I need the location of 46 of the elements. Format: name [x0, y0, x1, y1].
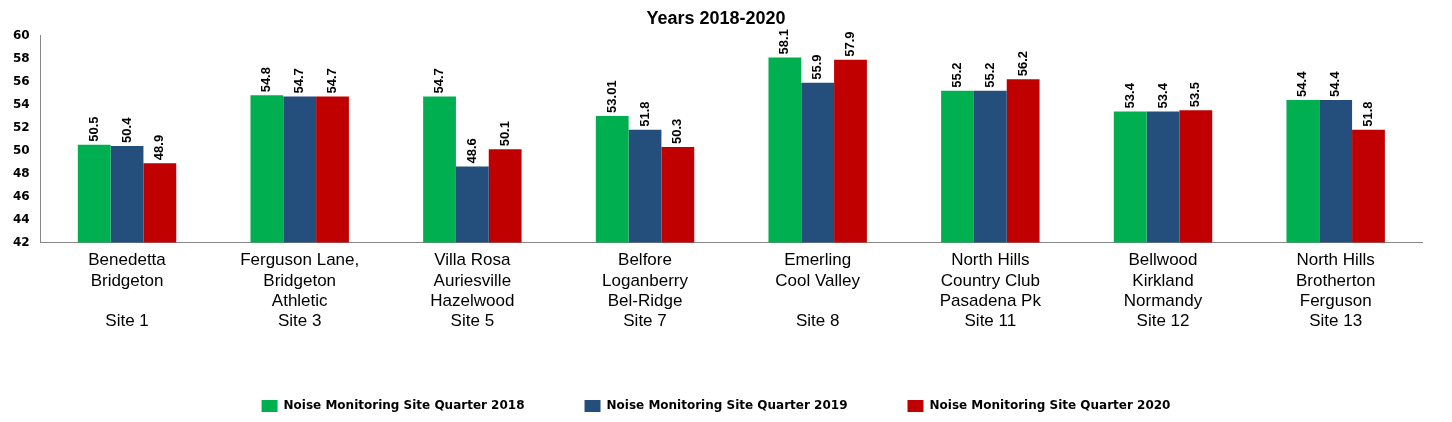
y-tick-label: 52: [13, 119, 30, 134]
data-label: 51.8: [636, 101, 652, 127]
data-label: 51.8: [1360, 101, 1376, 127]
y-tick-label: 46: [13, 188, 30, 203]
x-tick-label: North Hills Country Club Pasadena Pk Site 11: [939, 250, 1042, 331]
y-tick-label: 60: [13, 27, 30, 42]
data-label: 57.9: [842, 31, 858, 57]
x-tick-label: Villa Rosa Auriesville Hazelwood Site 5: [430, 250, 515, 331]
data-label: 56.2: [1014, 50, 1030, 77]
y-tick-label: 56: [13, 73, 30, 88]
data-label: 55.9: [809, 54, 825, 80]
y-tick-label: 42: [13, 234, 30, 249]
data-label: 54.4: [1294, 70, 1310, 97]
legend-label: Noise Monitoring Site Quarter 2019: [606, 398, 848, 413]
legend-label: Noise Monitoring Site Quarter 2018: [283, 398, 525, 413]
x-tick-label: Belfore Loganberry Bel-Ridge Site 7: [602, 250, 689, 331]
data-label: 50.5: [85, 116, 101, 142]
y-tick-label: 44: [13, 211, 30, 226]
category-label: Benedetta Bridgeton Site 1: [88, 250, 166, 331]
data-label: 53.4: [1121, 82, 1137, 109]
data-label: 54.7: [431, 68, 447, 94]
data-label: 55.2: [981, 62, 997, 88]
data-label: 48.9: [151, 134, 167, 161]
x-tick-label: Bellwood Kirkland Normandy Site 12: [1123, 250, 1203, 331]
data-label: 54.7: [324, 68, 340, 94]
legend-label: Noise Monitoring Site Quarter 2020: [929, 398, 1171, 413]
category-label: Emerling Cool Valley Site 8: [775, 250, 861, 331]
data-label: 50.4: [118, 116, 134, 143]
data-label: 50.3: [669, 118, 685, 145]
data-label: 50.1: [496, 121, 512, 147]
x-tick-label: North Hills Brotherton Ferguson Site 13: [1295, 250, 1376, 331]
data-label: 54.8: [258, 67, 274, 93]
x-tick-label: Ferguson Lane, Bridgeton Athletic Site 3: [240, 250, 360, 331]
data-label: 53.4: [1154, 82, 1170, 109]
data-label: 54.4: [1327, 70, 1343, 97]
data-label: 54.7: [291, 68, 307, 94]
data-label: 53.5: [1187, 81, 1203, 108]
data-label: 53.01: [603, 80, 619, 113]
y-tick-label: 58: [13, 50, 30, 65]
chart-title: Years 2018-2020: [646, 7, 786, 28]
data-label: 48.6: [463, 138, 479, 164]
y-tick-label: 54: [13, 96, 30, 111]
data-label: 58.1: [776, 29, 792, 55]
y-tick-label: 50: [13, 142, 30, 157]
y-tick-label: 48: [13, 165, 30, 180]
data-label: 55.2: [949, 62, 965, 88]
